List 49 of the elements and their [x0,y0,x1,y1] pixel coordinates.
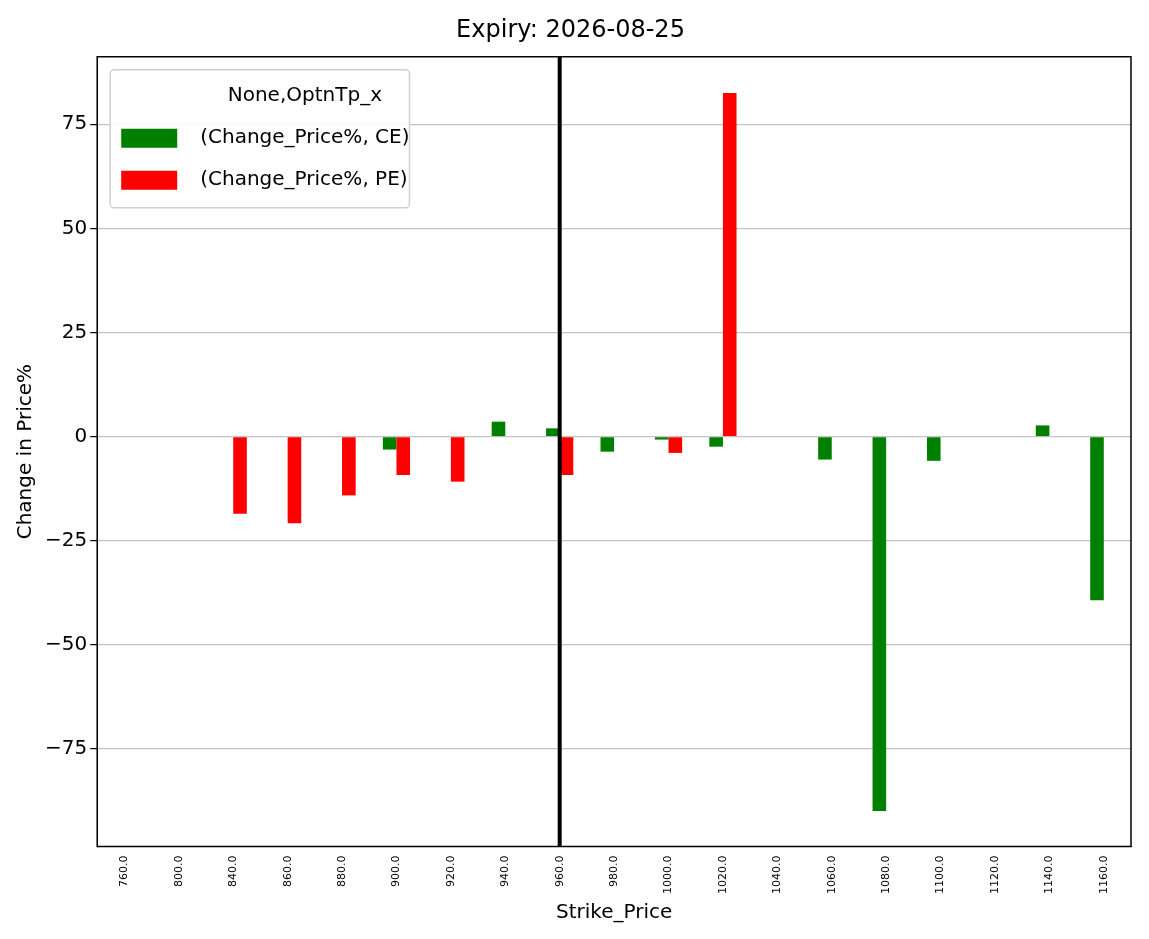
y-tick-label: 75 [61,110,88,135]
x-tick-label: 840.0 [226,855,240,888]
x-tick-label: 860.0 [280,855,294,888]
x-tick-label: 1040.0 [770,855,784,895]
y-tick-label: 0 [74,422,88,447]
bar [287,437,302,524]
x-tick-label: 1000.0 [661,855,675,895]
bar [722,93,737,437]
bar [233,437,247,514]
legend-title: None,OptnTp_x [227,82,383,106]
x-tick-label: 920.0 [443,855,457,888]
bar [668,437,683,453]
x-tick-label: 940.0 [498,855,512,888]
bar [600,437,615,452]
bar [872,437,887,812]
x-tick-label: 1080.0 [879,855,893,895]
chart-title: Expiry: 2026-08-25 [456,14,685,43]
x-tick-label: 1060.0 [824,855,838,895]
bar [926,437,941,461]
x-tick-label: 1160.0 [1096,855,1110,895]
y-tick-label: −75 [44,735,88,760]
y-axis-title: Change in Price% [12,364,37,540]
bar [709,437,723,447]
bar [382,437,397,450]
bar [1035,425,1050,437]
x-tick-label: 1020.0 [715,855,729,895]
y-tick-label: −50 [44,631,88,656]
x-tick-label: 800.0 [171,855,185,888]
x-tick-label: 760.0 [117,855,131,888]
x-tick-label: 1100.0 [933,855,947,895]
x-axis-title: Strike_Price [555,899,673,924]
legend-label: (Change_Price%, CE) [200,124,410,148]
bar [491,421,506,437]
bar [1090,437,1104,601]
y-tick-label: 25 [61,318,88,343]
y-tick-label: 50 [61,214,88,239]
x-tick-label: 900.0 [389,855,403,888]
x-tick-label: 980.0 [606,855,620,888]
bar [342,437,356,496]
x-tick-label: 960.0 [552,855,566,888]
x-tick-label: 1140.0 [1042,855,1056,895]
x-tick-label: 1120.0 [987,855,1001,895]
legend-label: (Change_Price%, PE) [200,166,408,190]
bar [818,437,832,460]
y-tick-label: −25 [44,526,88,551]
x-tick-label: 880.0 [334,855,348,888]
bar [396,437,411,475]
bar [450,437,465,482]
bar [654,437,669,440]
